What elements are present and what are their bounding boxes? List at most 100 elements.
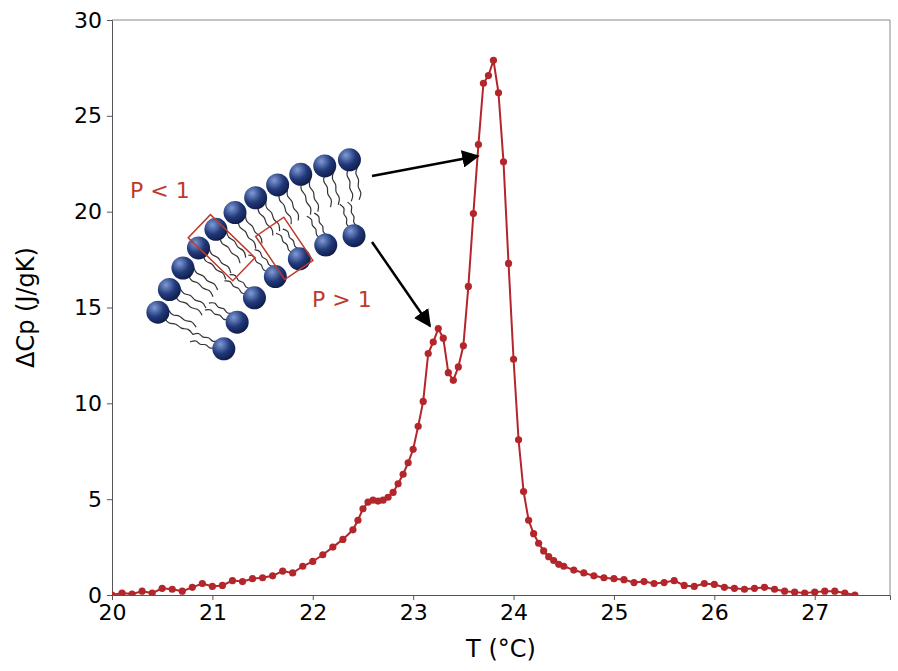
lipid-tail	[248, 255, 269, 271]
lipid-tail	[287, 189, 298, 221]
y-tick-label: 5	[88, 487, 102, 512]
data-point	[721, 584, 728, 591]
data-point	[771, 586, 778, 593]
lipid-tail	[258, 206, 273, 236]
data-point	[560, 563, 567, 570]
lipid-tail	[324, 174, 332, 207]
x-tick-label: 21	[199, 600, 227, 625]
data-point	[354, 517, 361, 524]
y-tick: 15	[74, 295, 112, 320]
data-point	[590, 572, 597, 579]
x-tick-label: 20	[99, 600, 127, 625]
data-point	[490, 57, 497, 64]
lipid-tail	[203, 255, 226, 279]
y-tick-mark	[107, 403, 112, 404]
data-point	[349, 526, 356, 533]
x-tick: 22	[299, 595, 327, 625]
data-point	[540, 547, 547, 554]
lipid-tail	[276, 233, 294, 252]
data-point	[420, 398, 427, 405]
lipid-head	[204, 218, 227, 241]
lipid-tail	[314, 213, 328, 235]
x-tick-label: 24	[500, 600, 528, 625]
lipid-tail	[190, 341, 216, 348]
lipid-tail	[356, 166, 361, 199]
lipid-tail	[301, 183, 311, 215]
lipid-tail	[347, 168, 353, 201]
data-point	[731, 585, 738, 592]
lipid-tail	[180, 288, 206, 309]
data-point	[600, 574, 607, 581]
data-point	[440, 335, 447, 342]
data-point	[570, 566, 577, 573]
y-tick: 30	[74, 8, 112, 33]
data-point	[620, 576, 627, 583]
data-point	[339, 536, 346, 543]
data-point	[831, 588, 838, 595]
x-tick: 24	[500, 595, 528, 625]
y-axis: 051015202530	[74, 8, 113, 608]
data-point	[269, 572, 276, 579]
data-point	[169, 586, 176, 593]
x-tick-label: 25	[600, 600, 628, 625]
y-tick-mark	[107, 308, 112, 309]
data-layer	[112, 57, 858, 595]
y-tick: 0	[88, 583, 112, 608]
y-tick-label: 10	[74, 391, 102, 416]
x-axis: 2021222324252627	[99, 595, 891, 625]
data-point	[159, 585, 166, 592]
lipid-tail	[226, 230, 245, 257]
data-point	[630, 579, 637, 586]
data-point	[691, 583, 698, 590]
data-point	[470, 210, 477, 217]
data-point	[530, 530, 537, 537]
data-point	[435, 325, 442, 332]
data-point	[485, 72, 492, 79]
lipid-tail	[164, 318, 193, 335]
data-point	[525, 517, 532, 524]
data-point	[389, 489, 396, 496]
data-point	[505, 260, 512, 267]
y-axis-title: ΔCp (J/gK)	[12, 247, 40, 368]
lipid-head	[314, 234, 337, 257]
data-point	[781, 588, 788, 595]
lipid-head	[243, 286, 266, 309]
y-tick-mark	[107, 499, 112, 500]
data-point	[118, 589, 125, 595]
data-point	[535, 540, 542, 547]
data-point	[445, 369, 452, 376]
x-tick: 21	[199, 595, 227, 625]
data-point	[661, 579, 668, 586]
frame-right	[890, 20, 891, 595]
lipid-head	[171, 257, 194, 280]
y-tick-label: 0	[88, 583, 102, 608]
data-point	[841, 589, 848, 595]
x-tick: 20	[99, 595, 127, 625]
data-point	[480, 80, 487, 87]
data-point	[671, 577, 678, 584]
data-point	[450, 377, 457, 384]
lipid-tail	[283, 229, 300, 249]
lipid-tail	[332, 172, 339, 205]
data-point	[460, 342, 467, 349]
data-point	[741, 586, 748, 593]
data-point	[149, 589, 156, 595]
data-point	[319, 551, 326, 558]
x-tick: 26	[701, 595, 729, 625]
data-point	[610, 575, 617, 582]
x-tick-label: 26	[701, 600, 729, 625]
highlight-box	[256, 217, 313, 279]
lipid-tail	[254, 250, 274, 267]
data-point	[821, 588, 828, 595]
data-point	[249, 575, 256, 582]
annotation: P > 1	[312, 287, 372, 312]
y-axis-line	[107, 21, 113, 596]
plot: 2021222324252627051015202530	[74, 8, 891, 625]
data-point	[681, 582, 688, 589]
data-point	[711, 581, 718, 588]
arrow	[372, 156, 478, 176]
lipid-head	[288, 247, 311, 270]
arrow	[372, 242, 430, 326]
data-point	[209, 583, 216, 590]
data-point	[410, 446, 417, 453]
